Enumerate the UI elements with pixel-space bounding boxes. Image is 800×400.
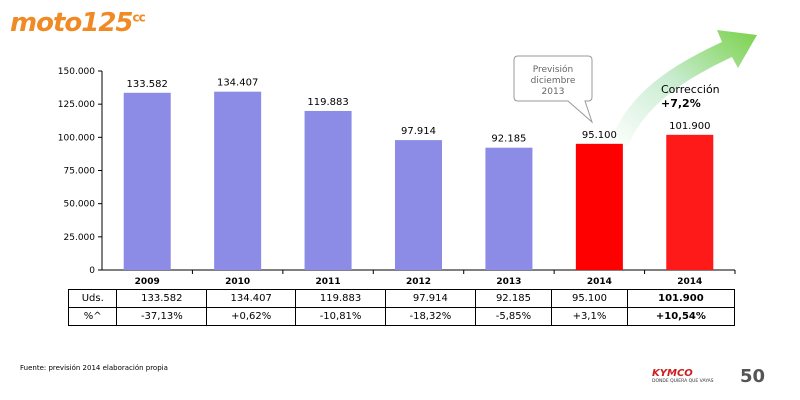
- x-tick-label: 2012: [406, 277, 431, 287]
- data-table: Uds. 133.582 134.407 119.883 97.914 92.185 95.…: [67, 289, 736, 326]
- y-tick-label: 25.000: [64, 233, 96, 243]
- table-cell: -5,85%: [474, 307, 553, 326]
- kymco-tagline: DONDE QUIERA QUE VAYAS: [652, 379, 714, 384]
- moto125-logo: moto125cc: [10, 8, 146, 38]
- bar: [485, 147, 533, 270]
- bar: [666, 134, 714, 270]
- bar: [394, 140, 443, 270]
- bar: [575, 143, 623, 270]
- bar-value-label: 119.883: [307, 97, 348, 108]
- table-row-header: Uds.: [67, 289, 118, 308]
- x-tick-label: 2010: [225, 277, 250, 287]
- y-tick-label: 75.000: [64, 167, 96, 177]
- bar: [123, 92, 171, 270]
- x-tick-label: 2014: [677, 277, 702, 287]
- table-cell: 97.914: [384, 289, 476, 308]
- table-cell: 95.100: [551, 289, 628, 308]
- kymco-logo: KYMCO DONDE QUIERA QUE VAYAS: [652, 368, 732, 384]
- table-row: %^ -37,13% +0,62% -10,81% -18,32% -5,85% +3,1%…: [67, 307, 736, 326]
- bar-value-label: 95.100: [582, 130, 617, 141]
- x-tick-label: 2013: [496, 277, 521, 287]
- correction-label: Corrección: [661, 83, 720, 96]
- bar: [304, 110, 352, 270]
- x-tick-label: 2011: [316, 277, 341, 287]
- bar-value-label: 101.900: [669, 121, 710, 132]
- y-tick-label: 100.000: [58, 133, 95, 143]
- anniversary-logo: 50: [740, 366, 766, 387]
- x-tick-label: 2009: [135, 277, 160, 287]
- bar-value-label: 97.914: [401, 126, 436, 137]
- callout-line: Previsión: [533, 64, 574, 75]
- table-cell: 101.900: [626, 289, 736, 308]
- bar-value-label: 92.185: [491, 134, 526, 145]
- bar: [214, 91, 262, 271]
- table-row-header: %^: [67, 307, 118, 326]
- logo-suffix: cc: [132, 10, 146, 25]
- correction-value: +7,2%: [661, 97, 701, 110]
- table-cell: 92.185: [474, 289, 553, 308]
- correction-annotation: Corrección +7,2%: [661, 83, 720, 110]
- table-cell: 119.883: [295, 289, 386, 308]
- table-cell: -10,81%: [295, 307, 386, 326]
- callout-line: diciembre: [531, 76, 576, 86]
- table-cell: 133.582: [116, 289, 208, 308]
- bar-value-label: 133.582: [127, 79, 168, 90]
- x-tick-label: 2014: [587, 277, 612, 287]
- table-cell: +10,54%: [626, 307, 736, 326]
- table-row: Uds. 133.582 134.407 119.883 97.914 92.185 95.…: [67, 289, 736, 308]
- forecast-callout: Previsión diciembre 2013: [513, 55, 594, 124]
- logo-text: moto125: [10, 8, 134, 38]
- table-cell: +0,62%: [206, 307, 297, 326]
- y-tick-label: 50.000: [64, 200, 96, 210]
- table-cell: -37,13%: [116, 307, 208, 326]
- source-note: Fuente: previsión 2014 elaboración propi…: [20, 364, 168, 372]
- y-tick-label: 0: [89, 266, 95, 276]
- kymco-name: KYMCO: [652, 368, 693, 379]
- growth-arrow-icon: [610, 30, 757, 146]
- table-cell: +3,1%: [551, 307, 628, 326]
- y-tick-label: 125.000: [58, 100, 95, 110]
- bar-value-label: 134.407: [217, 78, 258, 89]
- callout-line: 2013: [542, 87, 565, 97]
- table-cell: -18,32%: [384, 307, 476, 326]
- bar-chart: 0 25.000 50.000 75.000 100.000 125.000 150.000…: [58, 30, 757, 287]
- y-tick-label: 150.000: [58, 67, 95, 77]
- table-cell: 134.407: [206, 289, 297, 308]
